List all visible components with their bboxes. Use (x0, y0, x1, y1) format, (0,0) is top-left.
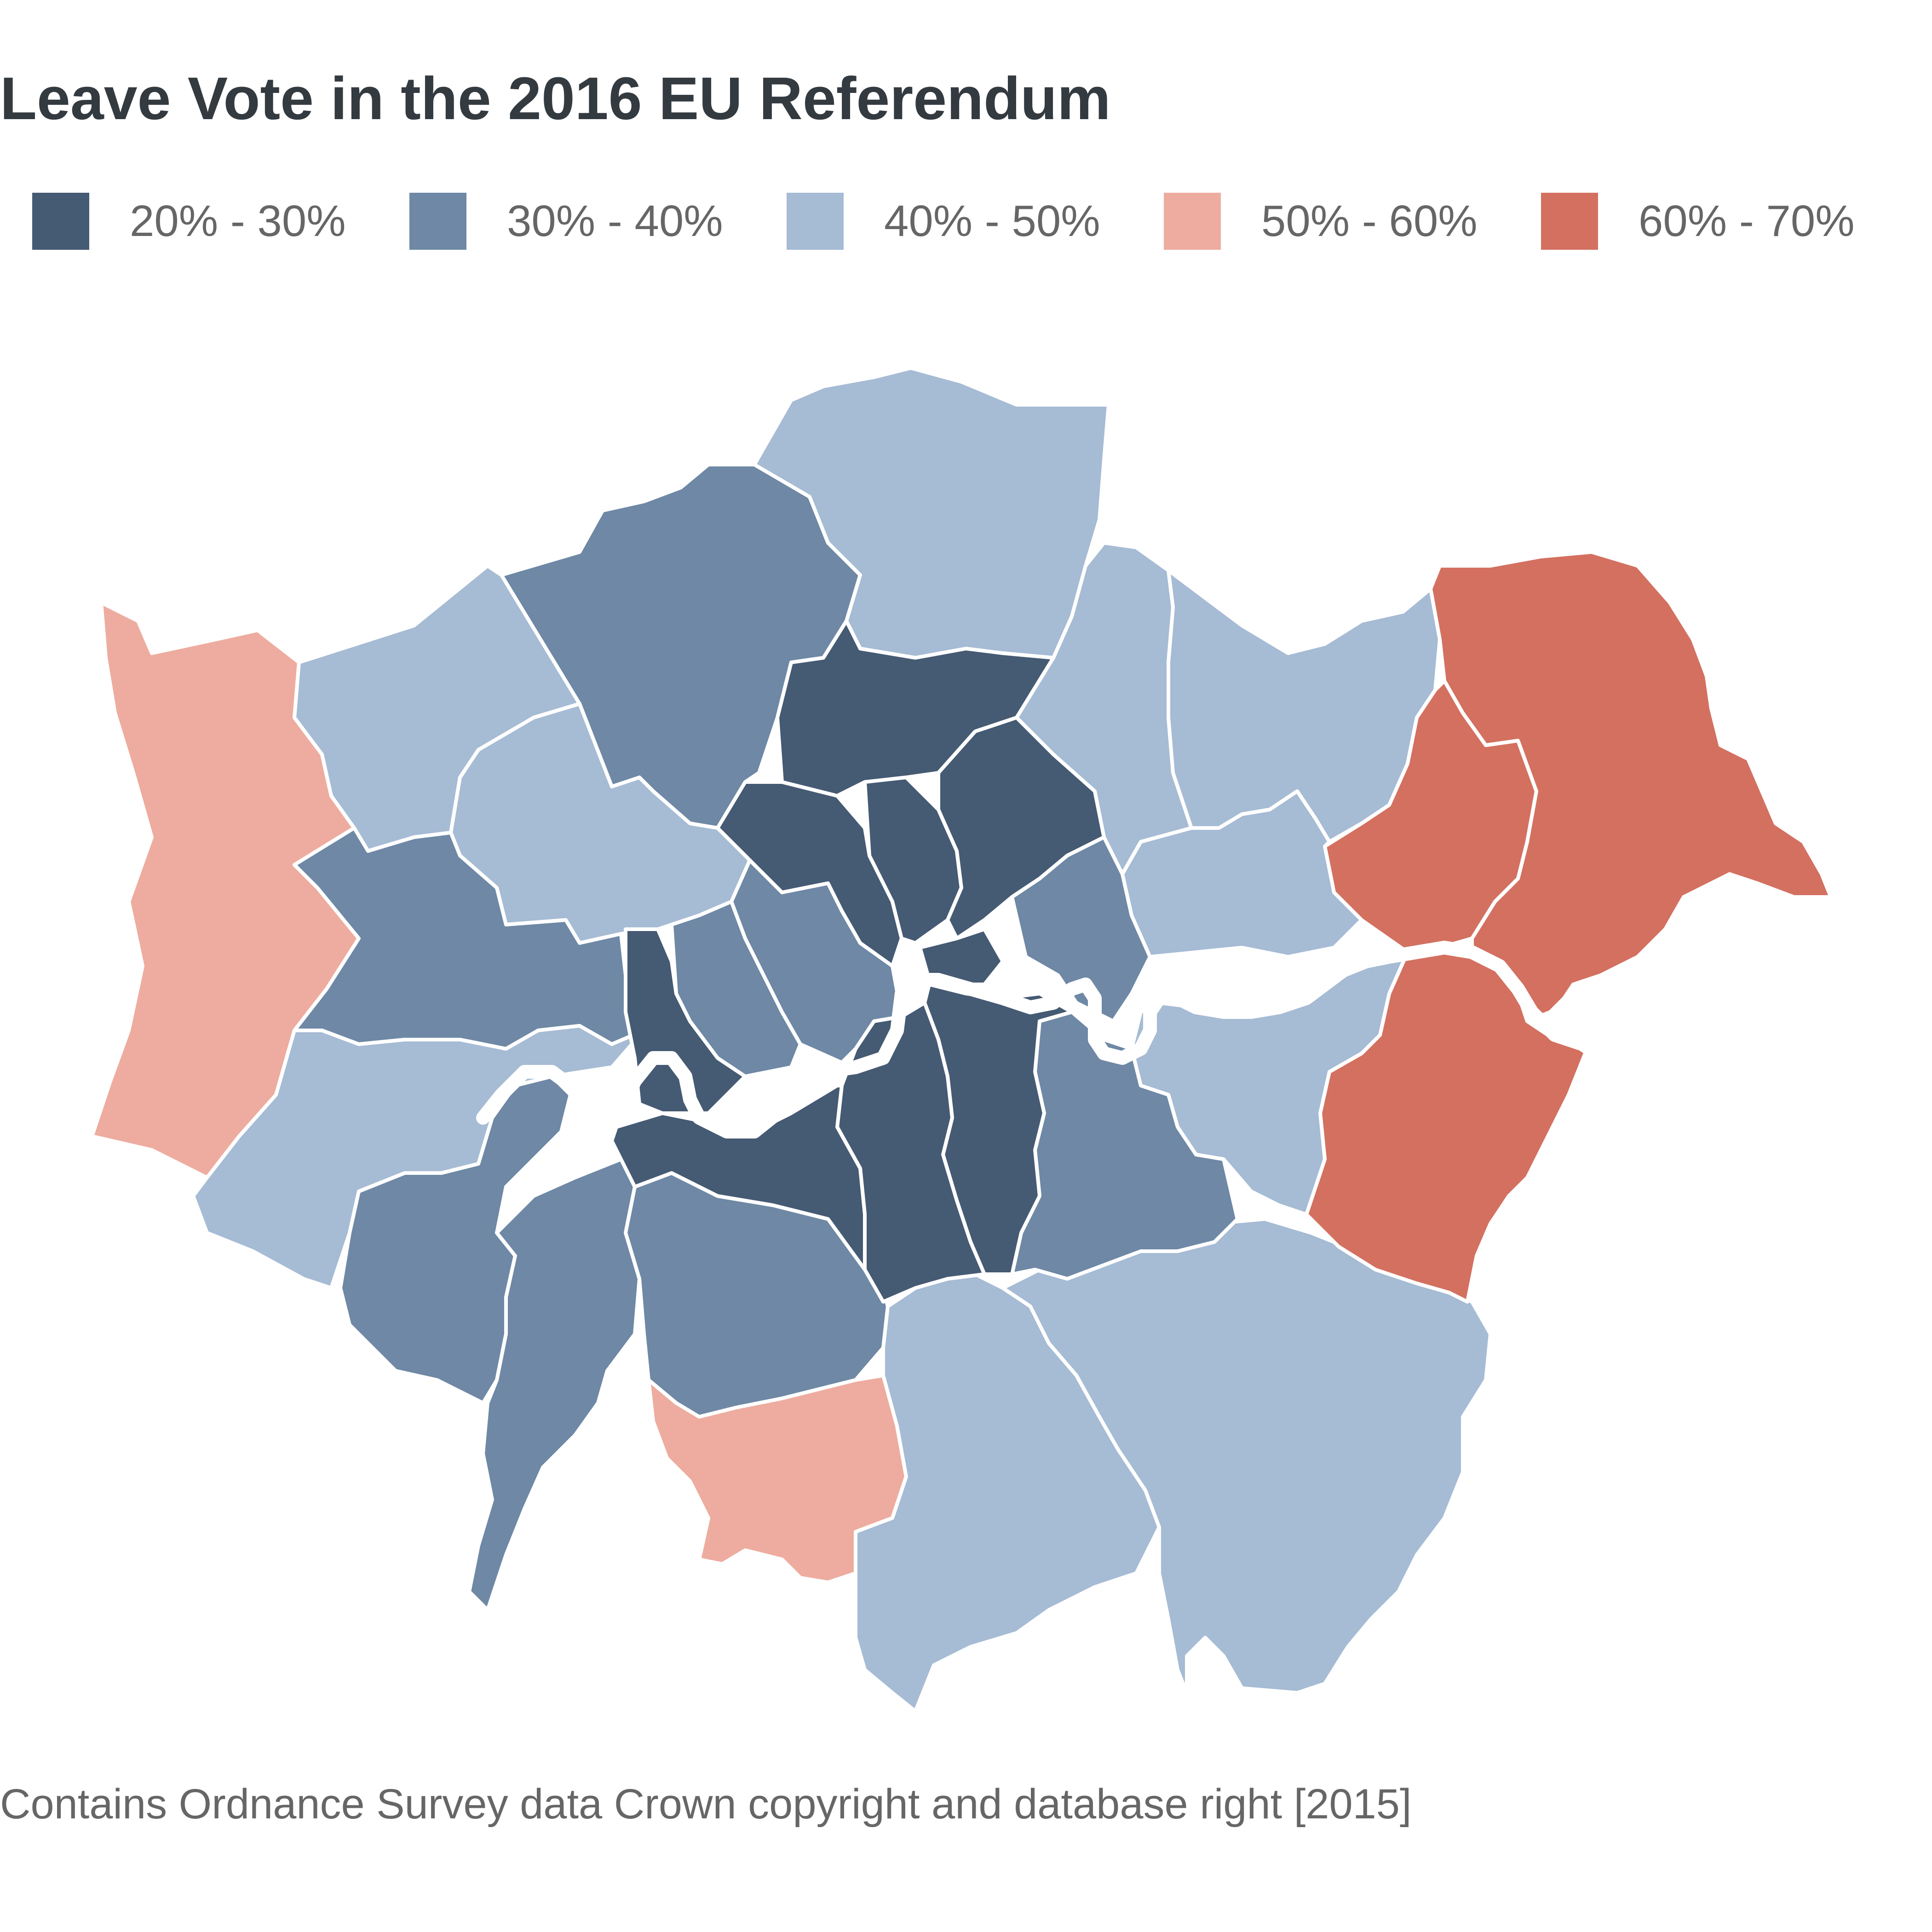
borough-newham-east (1121, 789, 1363, 959)
legend-item-30-40: 30% - 40% (409, 193, 787, 250)
legend-swatch (787, 193, 844, 250)
map-title: Leave Vote in the 2016 EU Referendum (0, 64, 1111, 132)
legend: 20% - 30% 30% - 40% 40% - 50% 50% - 60% … (32, 192, 1918, 250)
boroughs (90, 366, 1833, 1713)
legend-label: 50% - 60% (1261, 196, 1478, 246)
legend-item-20-30: 20% - 30% (32, 193, 409, 250)
borough-kingston (467, 1157, 641, 1612)
river-thames (476, 941, 1603, 1138)
legend-swatch (409, 193, 466, 250)
legend-swatch (1164, 193, 1221, 250)
legend-label: 60% - 70% (1639, 196, 1855, 246)
legend-item-60-70: 60% - 70% (1541, 193, 1918, 250)
legend-swatch (1541, 193, 1598, 250)
legend-item-40-50: 40% - 50% (787, 193, 1164, 250)
borough-havering (1429, 550, 1833, 1023)
map-caption: Contains Ordnance Survey data Crown copy… (0, 1781, 1412, 1828)
river-thames-path (476, 941, 1603, 1138)
borough-richmond (339, 1075, 572, 1405)
legend-label: 20% - 30% (130, 196, 346, 246)
legend-swatch (32, 193, 89, 250)
legend-item-50-60: 50% - 60% (1164, 193, 1541, 250)
legend-label: 30% - 40% (507, 196, 723, 246)
legend-label: 40% - 50% (884, 196, 1100, 246)
borough-bromley (1001, 1217, 1492, 1695)
